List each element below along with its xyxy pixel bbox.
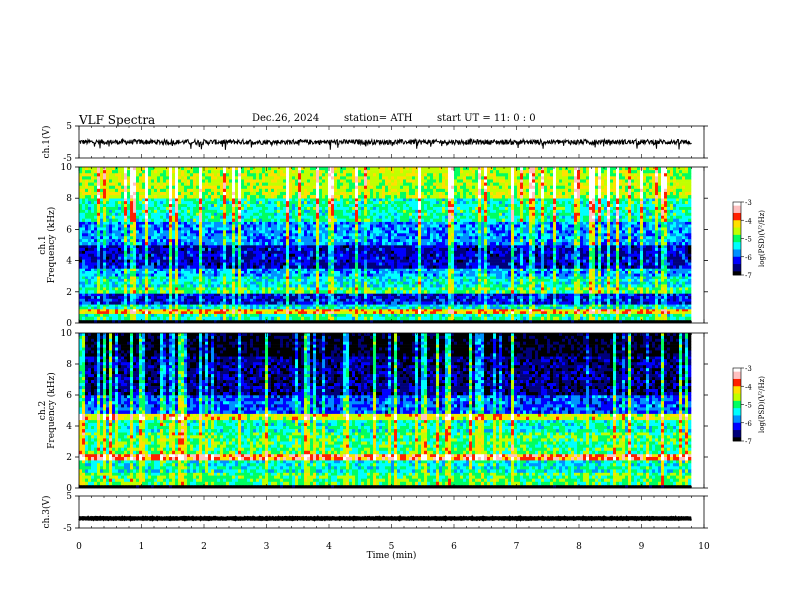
colorbar-tick-label: -6 <box>745 254 752 262</box>
y-tick-label: 0 <box>66 319 72 329</box>
colorbar-tick-label: -7 <box>745 438 752 446</box>
spectrogram-cells <box>79 333 692 489</box>
y-tick-label: 6 <box>66 225 72 235</box>
y-axis-label: Frequency (kHz) <box>46 207 57 284</box>
x-tick-label: 6 <box>451 542 457 552</box>
colorbar-label: log(PSD)(V²/Hz) <box>758 210 766 267</box>
x-tick-label: 4 <box>326 542 332 552</box>
y-tick-label: 5 <box>66 122 72 132</box>
no-data-region <box>691 333 704 488</box>
colorbar-tick-label: -5 <box>745 236 752 244</box>
y-tick-label: 4 <box>66 257 72 267</box>
y-tick-label: -5 <box>63 154 72 164</box>
colorbar-tick-label: -4 <box>745 217 752 225</box>
y-tick-label: 2 <box>66 453 72 463</box>
plot-title: VLF Spectra <box>79 113 155 127</box>
y-tick-label: 2 <box>66 288 72 298</box>
x-tick-label: 8 <box>576 542 582 552</box>
no-data-region <box>691 167 704 323</box>
colorbar-tick-label: -4 <box>745 383 752 391</box>
waveform-line <box>78 515 692 522</box>
x-tick-label: 1 <box>139 542 145 552</box>
x-tick-label: 2 <box>201 542 207 552</box>
colorbar <box>733 368 741 442</box>
spectrogram-cells <box>79 167 692 324</box>
y-tick-label: 8 <box>66 360 72 370</box>
colorbar-tick-label: -6 <box>745 420 752 428</box>
station-label: station= ATH <box>344 113 412 124</box>
colorbar <box>733 202 741 276</box>
x-tick-label: 0 <box>76 542 82 552</box>
y-tick-label: 0 <box>66 484 72 494</box>
waveform-line <box>78 137 692 150</box>
y-tick-label: -5 <box>63 524 72 534</box>
y-tick-label: 10 <box>61 329 73 339</box>
start-ut-label: start UT = 11: 0 : 0 <box>437 113 536 124</box>
y-tick-label: 4 <box>66 422 72 432</box>
y-axis-label: ch.2 <box>38 401 48 420</box>
y-axis-label: ch.1 <box>38 235 48 254</box>
colorbar-tick-label: -3 <box>745 365 752 373</box>
y-tick-label: 8 <box>66 194 72 204</box>
colorbar-tick-label: -3 <box>745 199 752 207</box>
waveform-frame <box>78 495 705 529</box>
x-tick-label: 5 <box>389 542 395 552</box>
x-axis-label: Time (min) <box>367 550 417 561</box>
y-tick-label: 5 <box>66 492 72 502</box>
y-axis-label: ch.3(V) <box>41 496 52 529</box>
x-tick-label: 3 <box>264 542 270 552</box>
y-tick-label: 10 <box>61 163 73 173</box>
y-axis-label: ch.1(V) <box>41 126 52 159</box>
colorbar-tick-label: -5 <box>745 402 752 410</box>
x-tick-label: 10 <box>698 542 710 552</box>
x-tick-label: 9 <box>639 542 645 552</box>
x-tick-label: 7 <box>514 542 520 552</box>
y-tick-label: 6 <box>66 391 72 401</box>
colorbar-label: log(PSD)(V²/Hz) <box>758 376 766 433</box>
y-axis-label: Frequency (kHz) <box>46 372 57 449</box>
colorbar-tick-label: -7 <box>745 272 752 280</box>
date-label: Dec.26, 2024 <box>252 113 319 124</box>
